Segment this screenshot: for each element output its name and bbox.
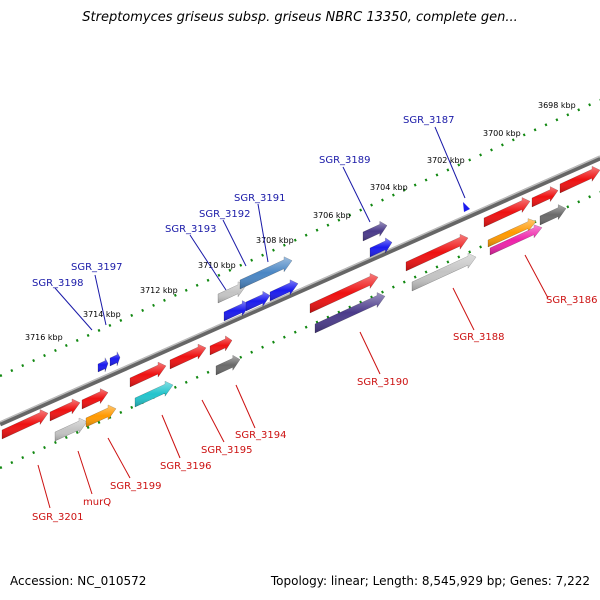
gene-arrow-sgr3190-shading <box>315 292 385 333</box>
gene-arrow-sgr3200-shading <box>50 398 80 421</box>
kbp-label: 3708 kbp <box>256 236 294 245</box>
gene-arrow-sgr3197-shading <box>110 351 120 366</box>
genome-backbone <box>0 155 600 427</box>
topology-text: Topology: linear; Length: 8,545,929 bp; … <box>270 574 590 588</box>
gene-arrow-murq-shading <box>55 418 87 441</box>
gene-arrow-sgr3201-shading <box>2 409 48 439</box>
kbp-label: 3716 kbp <box>25 333 63 342</box>
gene-arrow-sgr3194b-shading <box>210 335 232 355</box>
gene-arrow-sgr3191b-shading <box>270 279 298 301</box>
gene-arrow-sgr3187[interactable] <box>463 202 470 212</box>
gene-label[interactable]: SGR_3191 <box>234 193 286 204</box>
gene-arrow-sgr3186b-shading <box>484 197 530 227</box>
gene-label[interactable]: SGR_3189 <box>319 155 371 166</box>
gene-arrow-sgr3184-shading <box>560 166 600 193</box>
gene-arrow-sgr3190b-shading <box>310 273 378 313</box>
bottom-leaders <box>37 254 549 509</box>
top-leaders <box>54 126 466 331</box>
accession-text: Accession: NC_010572 <box>10 574 147 588</box>
gene-label[interactable]: SGR_3195 <box>201 445 253 456</box>
kbp-label: 3714 kbp <box>83 310 121 319</box>
page-title: Streptomyces griseus subsp. griseus NBRC… <box>82 10 518 25</box>
gene-arrow-sgr3186c-shading <box>488 218 536 247</box>
gene-arrow-sgr3192-shading <box>246 291 270 311</box>
kbp-label: 3702 kbp <box>427 156 465 165</box>
gene-arrow-sgr3193b-shading <box>218 281 246 303</box>
gene-arrow-sgr3195b-shading <box>170 344 206 369</box>
kbp-label: 3700 kbp <box>483 129 521 138</box>
gene-label[interactable]: SGR_3186 <box>546 295 598 306</box>
gene-arrow-sgr3198-shading <box>98 357 108 372</box>
upper-tick-row <box>0 98 600 378</box>
gene-arrow-sgr3197b-shading <box>130 362 166 387</box>
kbp-label: 3710 kbp <box>198 261 236 270</box>
gene-label[interactable]: SGR_3188 <box>453 332 505 343</box>
gene-label[interactable]: SGR_3194 <box>235 430 287 441</box>
gene-arrow-sgr3196-shading <box>135 381 173 407</box>
gene-arrow-sgr3193-shading <box>224 300 250 321</box>
gene-label[interactable]: SGR_3201 <box>32 512 84 523</box>
gene-arrow-sgr3199-shading <box>86 404 116 427</box>
gene-arrow-sgr3186-shading <box>490 224 542 255</box>
gene-label[interactable]: SGR_3196 <box>160 461 212 472</box>
kbp-label: 3698 kbp <box>538 101 576 110</box>
genome-backbone-highlight <box>0 155 600 423</box>
gene-label[interactable]: SGR_3190 <box>357 377 409 388</box>
gene-label[interactable]: SGR_3187 <box>403 115 455 126</box>
kbp-label: 3706 kbp <box>313 211 351 220</box>
gene-label[interactable]: SGR_3199 <box>110 481 162 492</box>
gene-arrow-sgr3185b-shading <box>540 204 566 225</box>
gene-arrow-sgr3185-shading <box>532 186 558 207</box>
gene-label[interactable]: SGR_3197 <box>71 262 123 273</box>
gene-label[interactable]: SGR_3192 <box>199 209 251 220</box>
gene-arrow-sgr3189b-shading <box>370 237 392 257</box>
gene-label[interactable]: murQ <box>83 497 111 508</box>
gene-arrow-sgr3191-shading <box>240 256 292 289</box>
gene-arrow-sgr3188b-shading <box>406 234 468 271</box>
kbp-label: 3704 kbp <box>370 183 408 192</box>
gene-arrow-sgr3199a-shading <box>82 388 108 409</box>
gene-label[interactable]: SGR_3193 <box>165 224 217 235</box>
gene-arrow-sgr3189-shading <box>363 221 387 241</box>
gene-arrow-sgr3194-shading <box>216 355 240 375</box>
kbp-label: 3712 kbp <box>140 286 178 295</box>
gene-arrow-sgr3188-shading <box>412 253 476 291</box>
gene-features[interactable] <box>1 165 600 442</box>
gene-label[interactable]: SGR_3198 <box>32 278 84 289</box>
